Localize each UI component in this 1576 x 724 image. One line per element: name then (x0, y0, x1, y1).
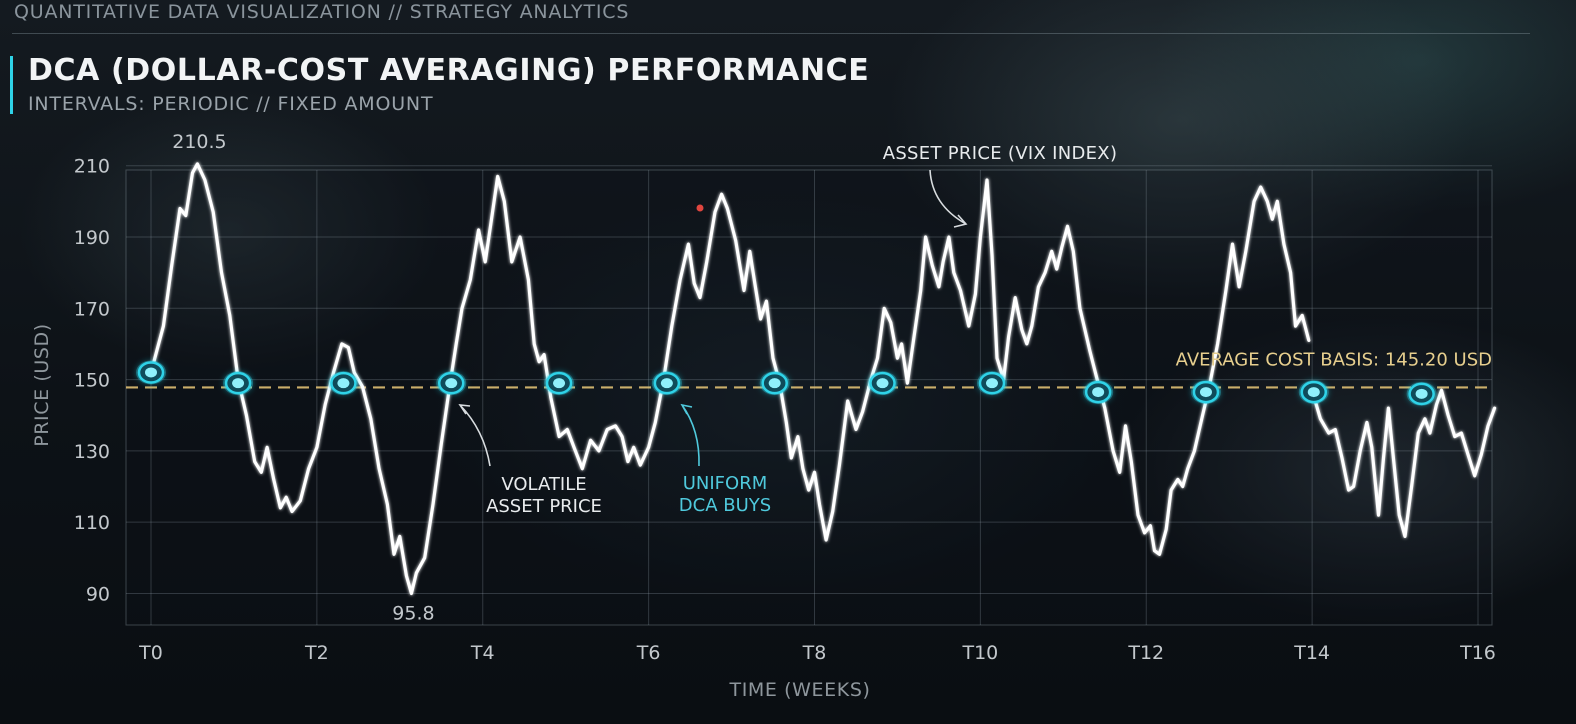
page-subtitle: INTERVALS: PERIODIC // FIXED AMOUNT (28, 93, 434, 115)
asset-price-annotation: ASSET PRICE (VIX INDEX) (883, 143, 1118, 164)
dca-buy-marker (1406, 381, 1437, 406)
dca-buy-marker (759, 371, 790, 396)
y-tick-label: 210 (74, 156, 110, 178)
dca-buy-marker-core (232, 378, 245, 389)
y-tick-label: 150 (74, 370, 110, 392)
volatile-annotation-line2: ASSET PRICE (486, 496, 602, 517)
dca-buy-marker (436, 371, 467, 396)
dca-buy-marker-core (660, 378, 673, 389)
page-title: DCA (DOLLAR-COST AVERAGING) PERFORMANCE (28, 53, 870, 88)
x-tick-label: T10 (961, 642, 998, 664)
dca-buy-marker-core (876, 378, 889, 389)
dca-buy-marker (867, 371, 898, 396)
trough-value-label: 95.8 (392, 602, 434, 624)
peak-value-label: 210.5 (172, 131, 226, 153)
breadcrumb: QUANTITATIVE DATA VISUALIZATION // STRAT… (14, 1, 630, 23)
dca-buy-marker-core (1199, 387, 1212, 398)
x-tick-label: T8 (802, 642, 827, 664)
x-tick-label: T2 (304, 642, 329, 664)
x-axis-title: TIME (WEEKS) (729, 679, 871, 701)
plot-frame (125, 169, 1493, 626)
dca-buy-marker-core (145, 367, 157, 378)
x-tick-label: T16 (1459, 642, 1496, 664)
title-accent-bar (10, 56, 13, 114)
asset-price-line (149, 162, 1311, 596)
dca-buys-annotation-line2: DCA BUYS (679, 495, 771, 516)
dca-buy-marker (1083, 380, 1114, 405)
dca-buy-marker (976, 371, 1007, 396)
x-tick-label: T14 (1293, 642, 1330, 664)
dca-buy-marker (651, 371, 682, 396)
dca-buy-marker-core (337, 378, 350, 389)
dca-buy-marker (1190, 380, 1221, 405)
x-tick-label: T6 (636, 642, 661, 664)
x-tick-label: T4 (470, 642, 495, 664)
dca-buys-arrow (680, 403, 700, 467)
asset-price-arrow (929, 169, 968, 228)
dca-buy-marker-core (553, 378, 566, 389)
y-tick-label: 190 (74, 227, 110, 249)
dca-buy-marker-core (1415, 388, 1428, 399)
dca-buy-marker-core (1307, 387, 1320, 398)
dca-buy-marker-core (1092, 387, 1105, 398)
y-tick-label: 110 (74, 512, 110, 534)
dca-buys-annotation-line1: UNIFORM (683, 473, 768, 494)
y-tick-label: 170 (74, 298, 110, 320)
dca-buy-marker (328, 371, 359, 396)
dca-buy-marker (223, 371, 254, 396)
dca-buy-marker (544, 371, 575, 396)
dca-buy-marker-core (768, 378, 781, 389)
dca-buy-marker-core (445, 378, 458, 389)
volatile-annotation-line1: VOLATILE (501, 474, 586, 495)
red-dot-marker (696, 204, 704, 212)
x-tick-label: T12 (1127, 642, 1164, 664)
y-axis-title: PRICE (USD) (31, 323, 53, 447)
volatile-price-arrow (458, 404, 491, 467)
y-tick-label: 90 (86, 583, 110, 605)
dca-buy-marker (136, 360, 166, 385)
average-cost-basis-label: AVERAGE COST BASIS: 145.20 USD (1176, 349, 1492, 370)
header-divider (12, 33, 1530, 34)
dca-buy-marker-core (985, 378, 998, 389)
x-tick-label: T0 (138, 642, 163, 664)
asset-price-line-segment (1310, 388, 1497, 538)
dca-buy-marker (1298, 380, 1329, 405)
y-tick-label: 130 (74, 441, 110, 463)
